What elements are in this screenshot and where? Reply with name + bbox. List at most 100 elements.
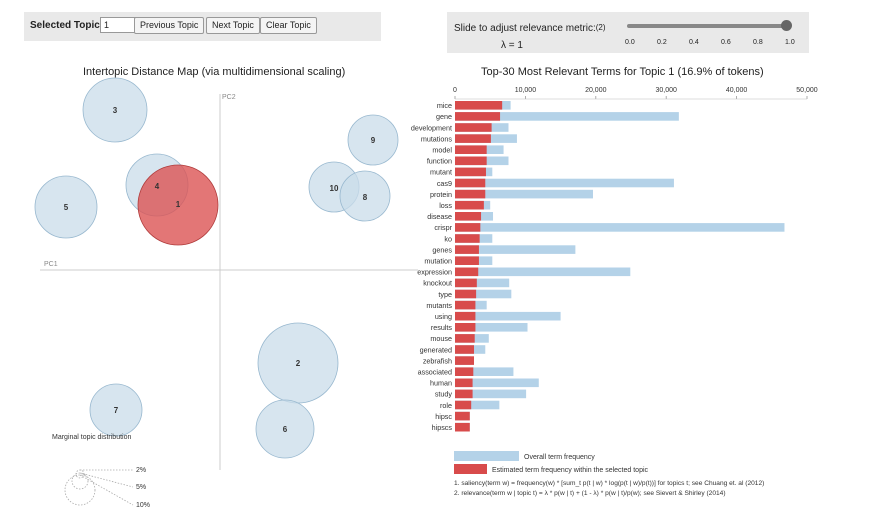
note-relevance: 2. relevance(term w | topic t) = λ * p(w… (454, 490, 726, 497)
estimated-bar[interactable] (455, 178, 486, 188)
term-label[interactable]: study (435, 390, 453, 399)
marginal-title: Marginal topic distribution (52, 434, 131, 441)
overall-bar[interactable] (455, 112, 679, 121)
term-label[interactable]: knockout (423, 279, 452, 288)
term-label[interactable]: mutations (421, 134, 453, 143)
estimated-bar[interactable] (455, 367, 474, 376)
estimated-bar[interactable] (455, 256, 479, 265)
term-label[interactable]: gene (436, 112, 452, 121)
estimated-bar[interactable] (455, 356, 475, 365)
slider-tick: 0.2 (657, 39, 667, 46)
term-label[interactable]: mutant (430, 168, 452, 177)
topic-label-8: 8 (363, 193, 368, 202)
overall-bar[interactable] (455, 289, 512, 299)
term-label[interactable]: using (435, 312, 452, 321)
estimated-bar[interactable] (455, 134, 491, 143)
overall-bar[interactable] (455, 378, 539, 388)
relevance-label-text: Slide to adjust relevance metric: (454, 23, 596, 34)
term-label[interactable]: mutants (426, 301, 452, 310)
overall-bar[interactable] (455, 311, 561, 321)
estimated-bar[interactable] (455, 200, 484, 210)
term-label[interactable]: loss (439, 201, 452, 210)
estimated-bar[interactable] (455, 289, 477, 299)
estimated-bar[interactable] (455, 311, 476, 321)
estimated-bar[interactable] (455, 156, 487, 166)
overall-bar[interactable] (455, 367, 514, 376)
topic-bubble-8[interactable] (339, 170, 391, 222)
overall-bar[interactable] (455, 178, 674, 188)
relevance-slider-thumb[interactable] (781, 20, 792, 31)
term-label[interactable]: ko (444, 234, 452, 243)
x-tick-label: 30,000 (655, 87, 677, 94)
estimated-bar[interactable] (455, 334, 475, 343)
overall-bar[interactable] (455, 323, 528, 332)
estimated-bar[interactable] (455, 112, 501, 121)
x-tick-label: 50,000 (796, 87, 818, 94)
estimated-bar[interactable] (455, 167, 486, 177)
next-topic-button[interactable]: Next Topic (206, 17, 260, 34)
term-label[interactable]: mutation (424, 257, 452, 266)
term-label[interactable]: function (427, 157, 452, 166)
term-label[interactable]: results (431, 323, 453, 332)
term-label[interactable]: human (430, 379, 452, 388)
overall-bar[interactable] (455, 400, 500, 410)
term-label[interactable]: expression (417, 268, 452, 277)
estimated-bar[interactable] (455, 212, 482, 221)
estimated-bar[interactable] (455, 411, 470, 421)
topic-label-6: 6 (283, 425, 288, 434)
term-label[interactable]: crispr (434, 223, 452, 232)
estimated-bar[interactable] (455, 400, 472, 410)
term-label[interactable]: generated (420, 345, 452, 354)
clear-topic-button[interactable]: Clear Topic (260, 17, 317, 34)
term-label[interactable]: role (440, 401, 452, 410)
estimated-bar[interactable] (455, 189, 486, 199)
marginal-label-10: 10% (136, 502, 150, 509)
topic-bubble-1-selected[interactable] (137, 164, 219, 246)
selected-topic-label: Selected Topic: (30, 20, 104, 31)
estimated-bar[interactable] (455, 145, 487, 154)
term-label[interactable]: mouse (430, 334, 452, 343)
term-label[interactable]: zebrafish (423, 356, 452, 365)
overall-bar[interactable] (455, 389, 527, 399)
overall-bar[interactable] (455, 245, 576, 254)
topic-bubble-3[interactable] (82, 77, 148, 143)
topic-bubble-6[interactable] (255, 399, 315, 459)
term-label[interactable]: protein (430, 190, 452, 199)
term-label[interactable]: genes (432, 245, 452, 254)
terms-chart-title: Top-30 Most Relevant Terms for Topic 1 (… (481, 66, 764, 78)
estimated-bar[interactable] (455, 323, 476, 332)
estimated-bar[interactable] (455, 345, 475, 354)
topic-bubble-9[interactable] (347, 114, 399, 166)
estimated-bar[interactable] (455, 234, 480, 243)
term-label[interactable]: model (432, 146, 452, 155)
topic-bubble-7[interactable] (89, 383, 143, 437)
overall-bar[interactable] (455, 189, 593, 199)
term-label[interactable]: mice (437, 101, 452, 110)
estimated-bar[interactable] (455, 245, 479, 254)
term-label[interactable]: type (438, 290, 452, 299)
estimated-bar[interactable] (455, 422, 470, 432)
overall-bar[interactable] (455, 223, 785, 232)
previous-topic-button[interactable]: Previous Topic (134, 17, 205, 34)
term-label[interactable]: disease (427, 212, 452, 221)
relevance-slider-track[interactable] (627, 24, 787, 28)
x-tick-label: 20,000 (585, 87, 607, 94)
estimated-bar[interactable] (455, 278, 477, 288)
x-tick-label: 0 (453, 87, 457, 94)
term-label[interactable]: hipsc (435, 412, 452, 421)
intertopic-map: PC2 PC1 1 2 3 4 5 6 7 8 9 10 Marginal to… (34, 77, 418, 509)
term-label[interactable]: hipscs (432, 423, 453, 432)
overall-bar[interactable] (455, 278, 510, 288)
estimated-bar[interactable] (455, 101, 503, 110)
term-label[interactable]: development (411, 123, 452, 132)
estimated-bar[interactable] (455, 123, 492, 132)
estimated-bar[interactable] (455, 223, 481, 232)
overall-bar[interactable] (455, 267, 631, 277)
estimated-bar[interactable] (455, 300, 476, 310)
term-label[interactable]: associated (418, 368, 452, 377)
estimated-bar[interactable] (455, 267, 479, 277)
estimated-bar[interactable] (455, 389, 473, 399)
topic-bubble-5[interactable] (34, 175, 98, 239)
term-label[interactable]: cas9 (437, 179, 452, 188)
estimated-bar[interactable] (455, 378, 473, 388)
